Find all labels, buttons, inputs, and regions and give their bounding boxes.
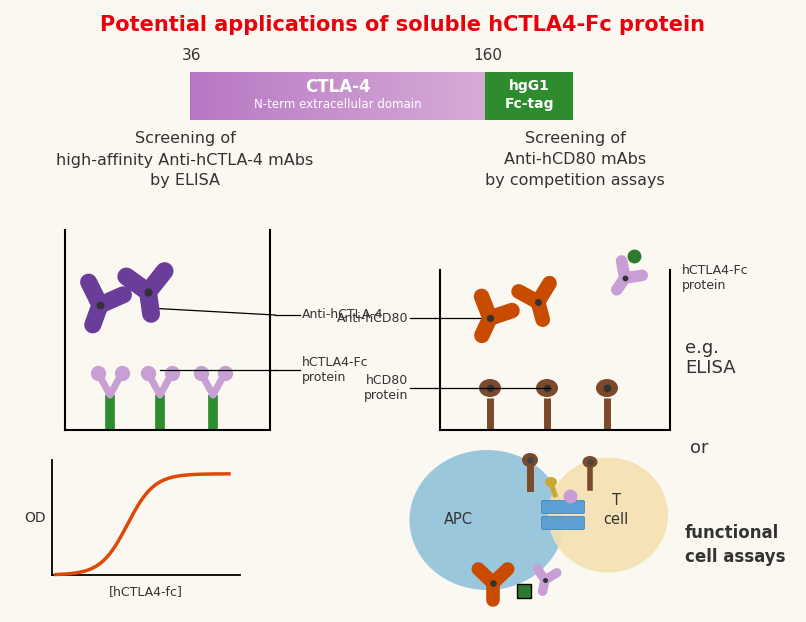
Ellipse shape [596, 379, 618, 397]
FancyBboxPatch shape [517, 584, 531, 598]
Text: Anti-hCTLA-4: Anti-hCTLA-4 [302, 309, 384, 322]
Text: hCD80
protein: hCD80 protein [364, 374, 408, 402]
Ellipse shape [583, 456, 597, 468]
FancyBboxPatch shape [542, 501, 584, 514]
Text: OD: OD [24, 511, 46, 524]
Ellipse shape [545, 477, 557, 487]
Text: e.g.
ELISA: e.g. ELISA [685, 338, 736, 378]
FancyBboxPatch shape [542, 516, 584, 529]
Text: Anti-hCD80: Anti-hCD80 [336, 312, 408, 325]
Text: Potential applications of soluble hCTLA4-Fc protein: Potential applications of soluble hCTLA4… [101, 15, 705, 35]
Text: Screening of
Anti-hCD80 mAbs
by competition assays: Screening of Anti-hCD80 mAbs by competit… [485, 131, 665, 188]
Ellipse shape [548, 458, 668, 572]
Text: N-term extracellular domain: N-term extracellular domain [254, 98, 422, 111]
Text: or: or [690, 439, 708, 457]
Ellipse shape [409, 450, 564, 590]
Ellipse shape [536, 379, 558, 397]
Text: hCTLA4-Fc
protein: hCTLA4-Fc protein [682, 264, 749, 292]
Ellipse shape [522, 453, 538, 467]
Text: [hCTLA4-fc]: [hCTLA4-fc] [109, 585, 183, 598]
Text: 160: 160 [473, 48, 502, 63]
Text: Screening of
high-affinity Anti-hCTLA-4 mAbs
by ELISA: Screening of high-affinity Anti-hCTLA-4 … [56, 131, 314, 188]
Text: functional
cell assays: functional cell assays [685, 524, 786, 566]
Text: hgG1: hgG1 [509, 79, 550, 93]
Text: CTLA-4: CTLA-4 [305, 78, 370, 96]
Text: APC: APC [443, 513, 472, 527]
FancyBboxPatch shape [485, 72, 573, 120]
Text: T
cell: T cell [604, 493, 629, 527]
Text: 36: 36 [182, 48, 202, 63]
Text: hCTLA4-Fc
protein: hCTLA4-Fc protein [302, 356, 368, 384]
Ellipse shape [479, 379, 501, 397]
Text: Fc-tag: Fc-tag [505, 97, 554, 111]
